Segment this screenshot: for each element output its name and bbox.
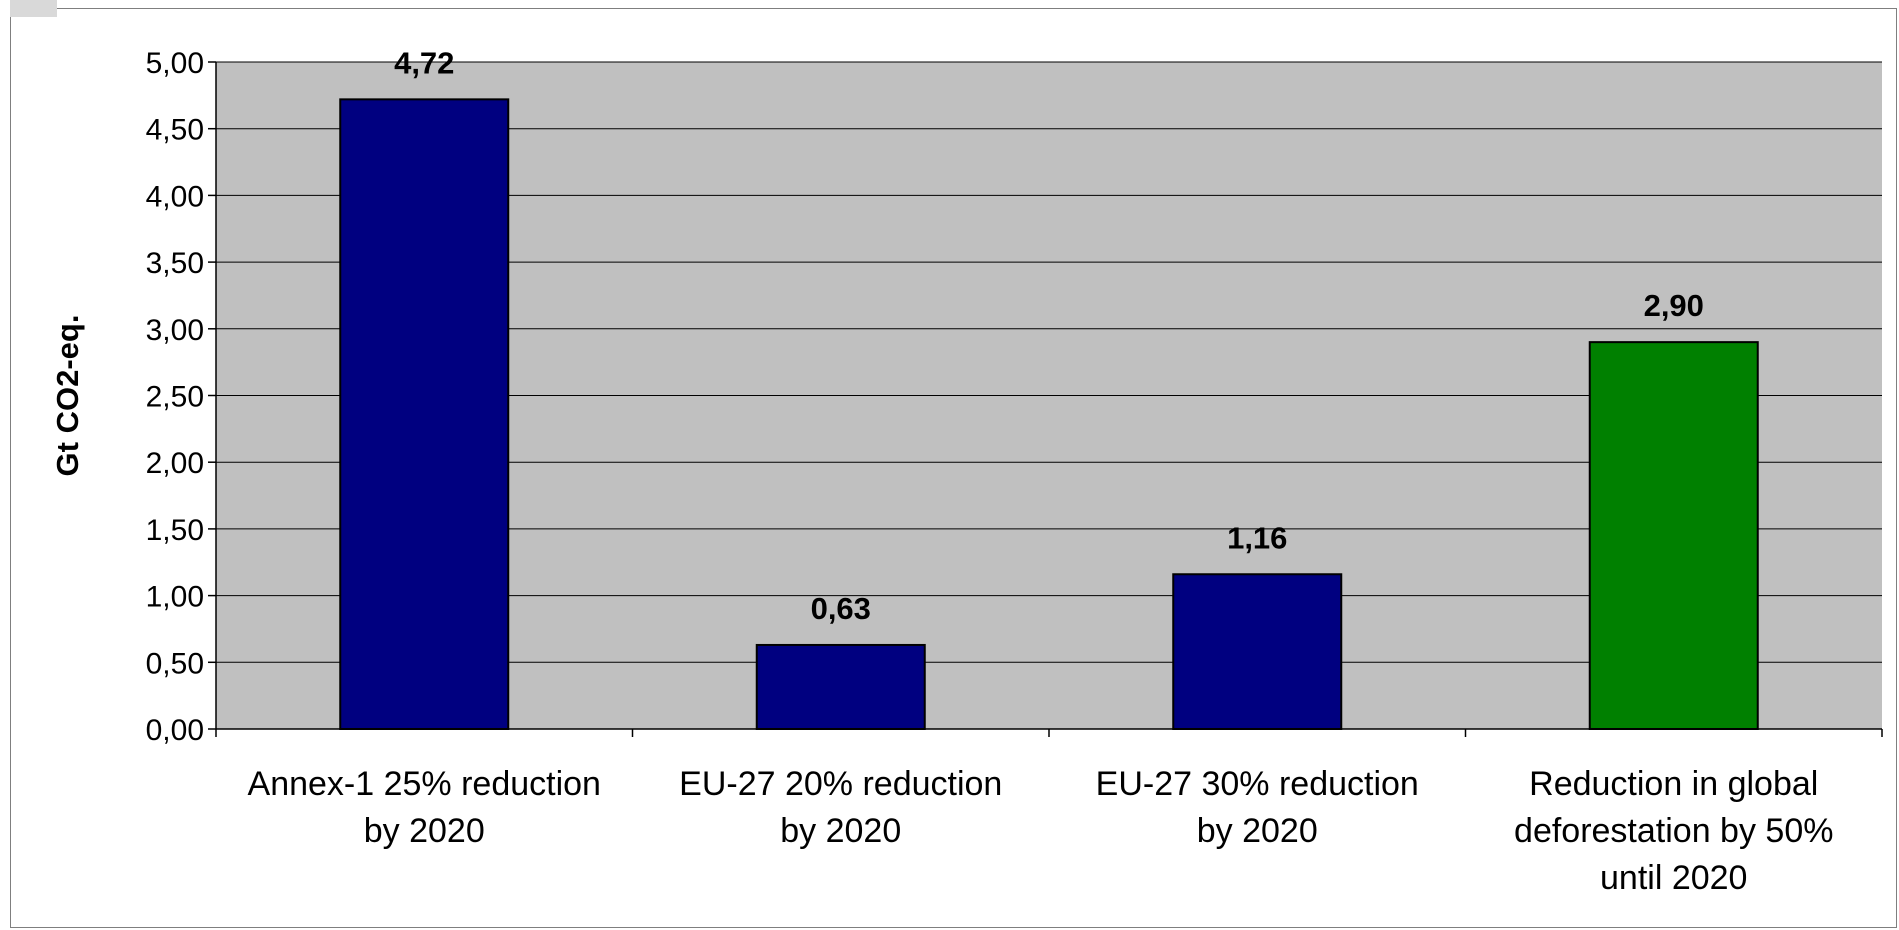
data-label: 2,90: [1644, 288, 1704, 323]
y-tick-label: 2,00: [146, 447, 204, 480]
axes: [208, 61, 1883, 737]
category-label: by 2020: [364, 812, 485, 850]
bar: [1588, 341, 1759, 730]
category-labels: Annex-1 25% reduction by 2020 EU-27 20% re…: [248, 765, 1834, 897]
category-label: by 2020: [1197, 812, 1318, 850]
y-tick-label: 4,00: [146, 180, 204, 213]
bar: [339, 98, 510, 731]
category-label: deforestation by 50%: [1514, 812, 1833, 850]
category-label: Annex-1 25% reduction: [248, 765, 601, 803]
corner-mark: [10, 0, 57, 17]
y-tick-label: 0,50: [146, 647, 204, 680]
y-tick-label: 1,00: [146, 581, 204, 614]
y-tick-label: 3,00: [146, 314, 204, 347]
bar: [1172, 573, 1343, 730]
category-label: until 2020: [1600, 859, 1747, 897]
data-labels: 4,72 0,63 1,16 2,90: [394, 45, 1704, 626]
y-tick-label: 0,00: [146, 714, 204, 747]
y-tick-label: 1,50: [146, 514, 204, 547]
y-tick-label: 2,50: [146, 381, 204, 414]
category-label: EU-27 30% reduction: [1096, 765, 1419, 803]
data-label: 0,63: [811, 591, 871, 626]
y-tick-label: 5,00: [146, 47, 204, 80]
category-label: EU-27 20% reduction: [679, 765, 1002, 803]
y-axis-title: Gt CO2-eq.: [50, 315, 85, 477]
category-label: by 2020: [780, 812, 901, 850]
bars: [339, 98, 1759, 731]
data-label: 1,16: [1227, 520, 1287, 555]
y-tick-label: 3,50: [146, 247, 204, 280]
bar: [755, 643, 926, 731]
data-label: 4,72: [394, 45, 454, 80]
y-tick-labels: 0,00 0,50 1,00 1,50 2,00 2,50 3,00 3,50 4,00 4,50…: [146, 47, 204, 747]
category-label: Reduction in global: [1529, 765, 1818, 803]
y-tick-label: 4,50: [146, 114, 204, 147]
